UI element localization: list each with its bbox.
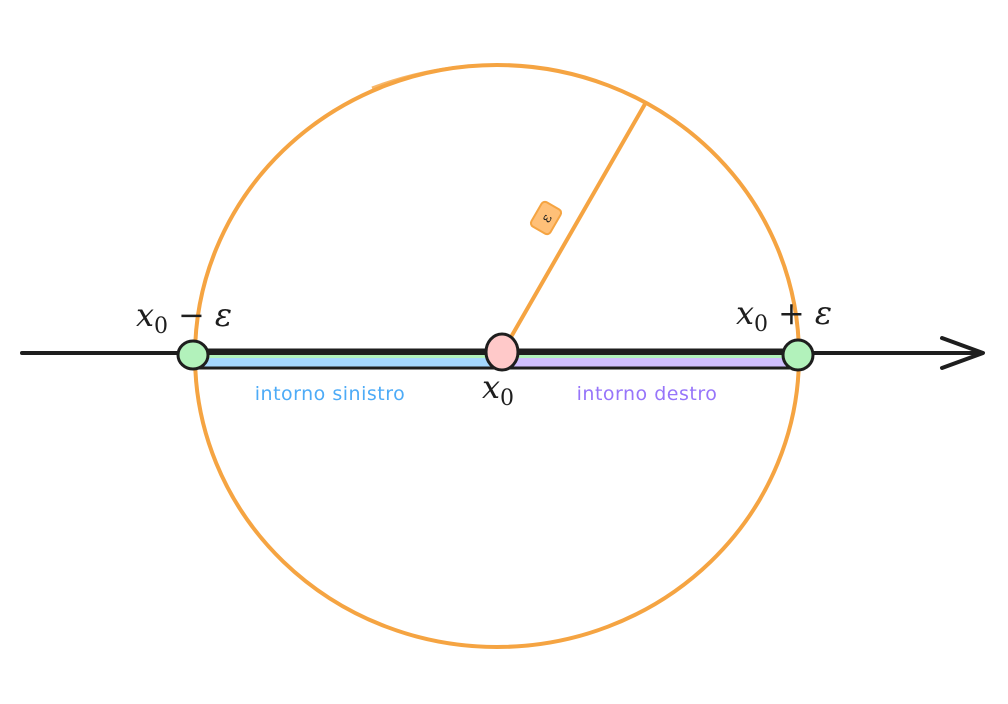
axis-arrowhead [940, 336, 985, 370]
radius-line [505, 102, 647, 346]
center-point [484, 332, 520, 372]
svg-text:x0+ε: x0 + ε [736, 294, 832, 337]
right-point-label: x0 + ε [736, 294, 832, 337]
left-endpoint [176, 339, 210, 371]
right-endpoint [781, 338, 815, 372]
radius-tag: ε [529, 200, 563, 236]
left-neighborhood-label: intorno sinistro [255, 383, 405, 405]
left-point-label: x0− ε [136, 296, 232, 339]
right-neighborhood-label: intorno destro [577, 383, 718, 405]
center-point-label: x0 [482, 368, 514, 411]
svg-text:x0−ε: x0− ε [136, 296, 232, 339]
svg-text:x0: x0 [482, 368, 514, 411]
circle-sketch-stroke [371, 64, 471, 90]
